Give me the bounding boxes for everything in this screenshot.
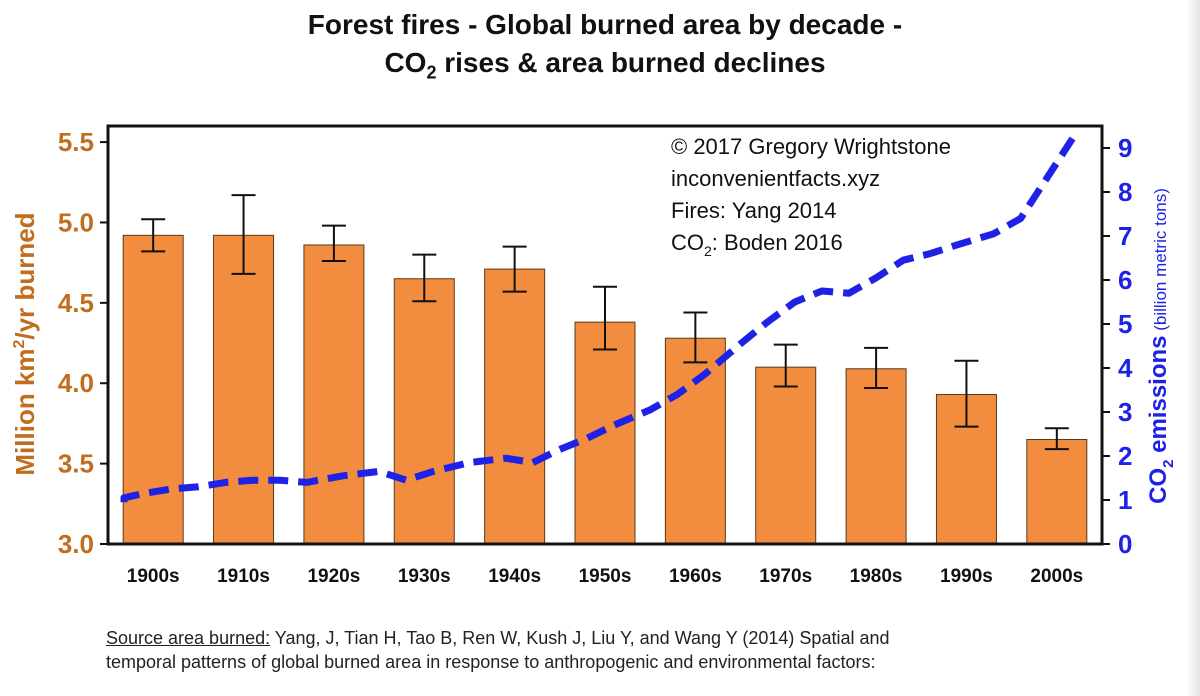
- x-tick-label-1900s: 1900s: [127, 566, 180, 587]
- right-tick-label: 3: [1118, 397, 1132, 427]
- error-bar-1920s: [321, 224, 346, 263]
- right-tick-label: 6: [1118, 265, 1132, 295]
- bar-1960s: [664, 337, 726, 545]
- annotation-co: CO: [671, 230, 704, 255]
- error-bar-2000s: [1044, 427, 1069, 451]
- bar-1970s: [755, 366, 817, 545]
- annotation-co2-rest: : Boden 2016: [712, 230, 843, 255]
- left-tick-label: 4.0: [58, 368, 94, 398]
- error-bar-1960s: [683, 311, 708, 364]
- plot-frame: [106, 124, 1104, 546]
- error-bar-1900s: [141, 218, 166, 253]
- x-tick-label-1910s: 1910s: [217, 566, 270, 587]
- x-tick-label-2000s: 2000s: [1030, 566, 1083, 587]
- bar-1910s: [213, 234, 275, 545]
- left-label-sup: 2: [11, 339, 28, 348]
- title-subscript: 2: [426, 62, 437, 83]
- right-tick-label: 1: [1118, 485, 1132, 515]
- error-bar-1940s: [502, 245, 527, 293]
- chart-title-line2: CO2 rises & area burned declines: [0, 46, 1200, 90]
- bar-1930s: [393, 278, 455, 545]
- error-bar-1980s: [864, 346, 889, 390]
- x-tick-label-1960s: 1960s: [669, 566, 722, 587]
- left-tick-label: 3.5: [58, 449, 94, 479]
- right-tick-label: 2: [1118, 441, 1132, 471]
- left-tick-label: 5.5: [58, 127, 94, 157]
- x-axis-ticks: 1900s 1910s 1920s 1930s 1940s 1950s 1960s 1970s…: [127, 566, 1083, 587]
- right-tick-label: 0: [1118, 529, 1132, 559]
- right-tick-label: 9: [1118, 133, 1132, 163]
- bar-1920s: [303, 244, 365, 545]
- right-label-emissions: emissions: [1145, 335, 1172, 459]
- right-label-units: (billion metric tons): [1151, 188, 1170, 335]
- x-tick-label-1940s: 1940s: [488, 566, 541, 587]
- left-tick-label: 5.0: [58, 207, 94, 237]
- left-label-main: Million km: [10, 348, 40, 475]
- right-tick-label: 7: [1118, 221, 1132, 251]
- right-edge-shadow: [1186, 0, 1200, 696]
- title-co-text: CO: [384, 47, 427, 78]
- title-rest-text: rises & area burned declines: [436, 47, 826, 78]
- chart-title-line1: Forest fires - Global burned area by dec…: [307, 9, 903, 40]
- right-tick-label: 8: [1118, 177, 1132, 207]
- error-bar-1970s: [773, 343, 798, 388]
- left-axis-label: Million km2/yr burned: [10, 212, 40, 475]
- chart-svg: 1900s 1910s 1920s 1930s 1940s 1950s 1960s 1970s…: [10, 124, 1177, 587]
- right-label-co: CO: [1145, 468, 1172, 504]
- source-line1: Source area burned: Yang, J, Tian H, Tao…: [106, 626, 1166, 650]
- error-bars-layer: [141, 194, 1069, 451]
- source-citation: Source area burned: Yang, J, Tian H, Tao…: [106, 626, 1166, 674]
- error-bar-1950s: [593, 285, 617, 351]
- annotation-website: inconvenientfacts.xyz: [671, 166, 880, 191]
- source-text1: Yang, J, Tian H, Tao B, Ren W, Kush J, L…: [270, 628, 890, 648]
- error-bar-1930s: [412, 253, 437, 303]
- x-tick-label-1980s: 1980s: [850, 566, 903, 587]
- x-tick-label-1990s: 1990s: [940, 566, 993, 587]
- source-line2: temporal patterns of global burned area …: [106, 652, 876, 672]
- x-tick-label-1930s: 1930s: [398, 566, 451, 587]
- right-tick-label: 5: [1118, 309, 1132, 339]
- source-label: Source area burned:: [106, 628, 271, 648]
- bar-1980s: [845, 368, 907, 545]
- annotation-fires-source: Fires: Yang 2014: [671, 198, 837, 223]
- annotation-sub: 2: [704, 243, 712, 259]
- right-label-sub: 2: [1160, 460, 1177, 468]
- left-label-rest: /yr burned: [10, 212, 40, 339]
- x-tick-label-1950s: 1950s: [579, 566, 632, 587]
- left-axis-ticks: 3.0 3.5 4.0 4.5 5.0 5.5: [58, 127, 108, 559]
- annotation-box: © 2017 Gregory Wrightstone inconvenientf…: [671, 134, 951, 259]
- right-axis-ticks: 0 1 2 3 4 5 6 7 8 9: [1102, 133, 1133, 559]
- right-tick-label: 4: [1118, 353, 1133, 383]
- error-bar-1910s: [231, 194, 256, 275]
- right-axis-label: CO2 emissions (billion metric tons): [1145, 188, 1177, 504]
- left-tick-label: 4.5: [58, 288, 94, 318]
- error-bar-1990s: [954, 359, 979, 428]
- co2-emissions-line: [120, 132, 1078, 503]
- annotation-copyright: © 2017 Gregory Wrightstone: [671, 134, 951, 159]
- x-tick-label-1920s: 1920s: [307, 566, 360, 587]
- x-tick-label-1970s: 1970s: [759, 566, 812, 587]
- bar-1940s: [484, 268, 546, 545]
- bars-layer: [122, 234, 1088, 545]
- left-tick-label: 3.0: [58, 529, 94, 559]
- annotation-co2-source: CO2: Boden 2016: [671, 230, 843, 259]
- bar-2000s: [1026, 439, 1088, 545]
